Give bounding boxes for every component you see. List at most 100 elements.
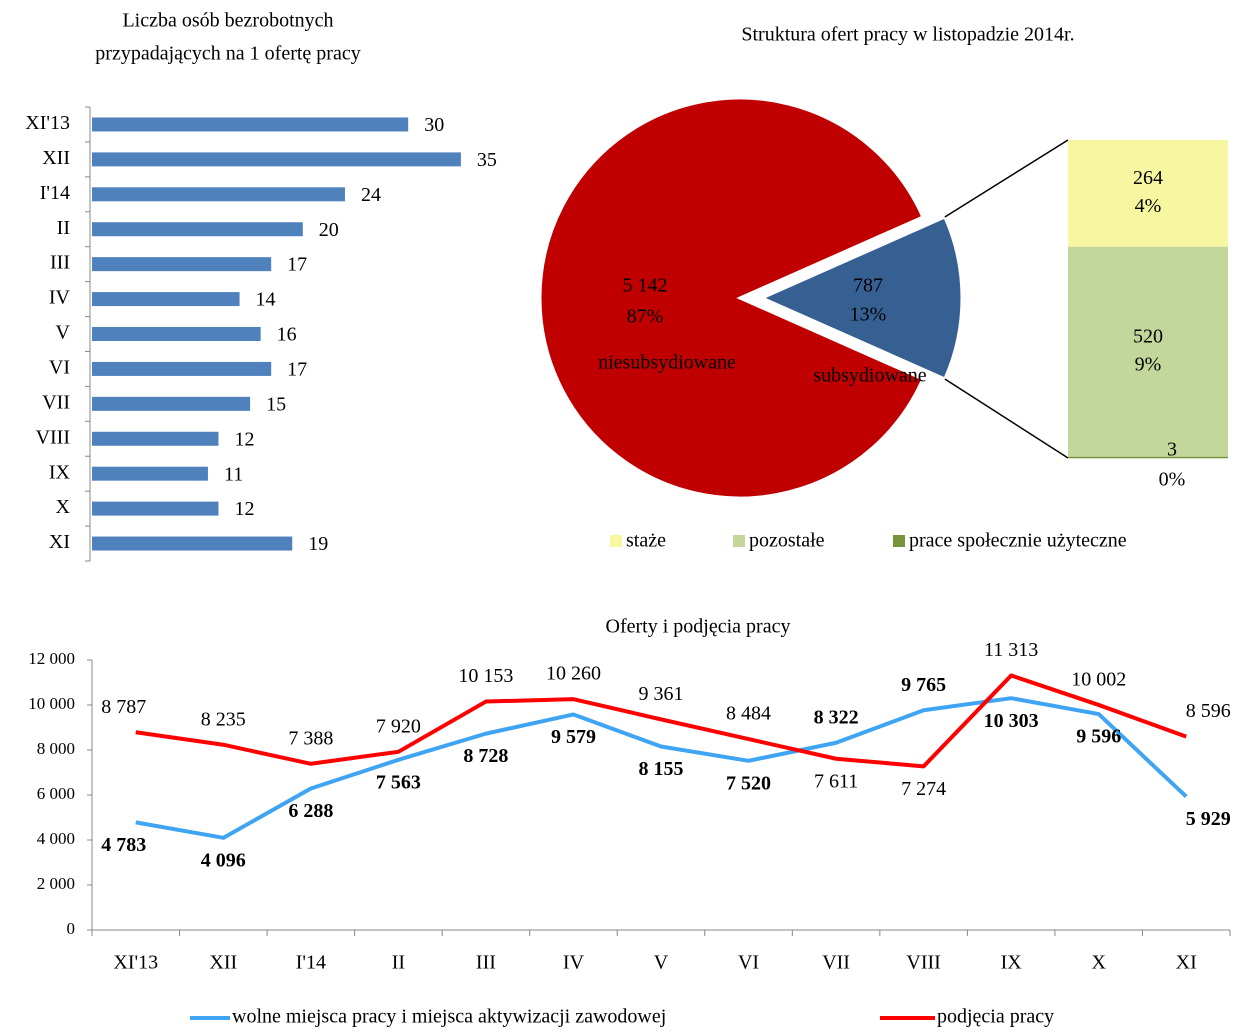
- line: [135, 673, 1187, 769]
- data-label: 4 783: [101, 834, 146, 856]
- legend-swatch: [733, 535, 745, 547]
- value-label: 17: [287, 359, 307, 381]
- data-label: 8 728: [463, 745, 508, 767]
- legend-label: pozostałe: [749, 530, 825, 552]
- bar: [92, 501, 219, 516]
- x-tick-label: III: [476, 952, 496, 974]
- value-label: 35: [477, 149, 497, 171]
- y-tick-label: 0: [67, 919, 76, 938]
- data-label: 7 274: [901, 778, 946, 800]
- y-tick-label: XII: [42, 147, 70, 169]
- value-label: 20: [319, 219, 339, 241]
- x-tick-label: VIII: [906, 952, 940, 974]
- y-tick-label: V: [56, 322, 71, 344]
- data-label: 7 611: [814, 770, 858, 792]
- y-tick-label: 8 000: [37, 739, 75, 758]
- bar: [92, 361, 272, 376]
- value-label: 15: [266, 393, 286, 415]
- value-label: 16: [277, 324, 297, 346]
- bar: [92, 117, 409, 132]
- x-tick-label: II: [392, 952, 405, 974]
- x-tick-label: IV: [563, 952, 585, 974]
- value-label: 24: [361, 184, 381, 206]
- legend-label: staże: [626, 530, 666, 552]
- x-tick-label: XI'13: [113, 952, 158, 974]
- value-label: 19: [308, 533, 328, 555]
- x-tick-label: XII: [209, 952, 237, 974]
- data-label: 7 388: [288, 727, 333, 749]
- data-label: 8 596: [1186, 700, 1231, 722]
- y-tick-label: 6 000: [37, 784, 75, 803]
- y-tick-label: XI'13: [25, 112, 70, 134]
- y-tick-label: II: [57, 217, 70, 239]
- value-label: 30: [424, 114, 444, 136]
- line: [135, 696, 1188, 840]
- pie-slice: [758, 215, 964, 381]
- data-label: 8 787: [101, 696, 146, 718]
- connector: [944, 378, 1069, 459]
- y-tick-label: IX: [49, 461, 71, 483]
- category-label: subsydiowane: [813, 365, 926, 387]
- x-tick-label: V: [654, 952, 669, 974]
- legend-label: wolne miejsca pracy i miejsca aktywizacj…: [232, 1006, 666, 1028]
- data-label: 10 002: [1071, 669, 1126, 691]
- y-tick-label: VII: [42, 391, 70, 413]
- percent-label: 4%: [1135, 195, 1162, 217]
- y-tick-label: 4 000: [37, 829, 75, 848]
- percent-label: 13%: [850, 304, 887, 326]
- x-tick-label: I'14: [296, 952, 326, 974]
- x-tick-label: VI: [738, 952, 759, 974]
- y-tick-label: X: [56, 496, 71, 518]
- data-label: 9 765: [901, 674, 946, 696]
- value-label: 3: [1167, 438, 1177, 460]
- y-tick-label: III: [50, 252, 70, 274]
- data-label: 9 579: [551, 726, 596, 748]
- bar-segment: [1068, 246, 1228, 457]
- percent-label: 9%: [1135, 353, 1162, 375]
- legend-swatch: [893, 535, 905, 547]
- category-label: niesubsydiowane: [598, 352, 736, 374]
- data-label: 10 153: [458, 665, 513, 687]
- bar: [92, 292, 240, 307]
- data-label: 11 313: [984, 639, 1038, 661]
- bar: [92, 466, 208, 481]
- value-label: 12: [234, 498, 254, 520]
- y-tick-label: 10 000: [28, 694, 75, 713]
- bar-segment: [1068, 456, 1228, 459]
- bar: [92, 152, 461, 167]
- bar: [92, 536, 293, 551]
- legend-label: podjęcia pracy: [937, 1006, 1054, 1028]
- chart-title: Liczba osób bezrobotnych: [122, 10, 333, 32]
- bar-segment: [1068, 140, 1228, 247]
- y-tick-label: 12 000: [28, 649, 75, 668]
- x-tick-label: XI: [1176, 952, 1197, 974]
- value-label: 12: [234, 428, 254, 450]
- data-label: 9 596: [1076, 726, 1121, 748]
- data-label: 4 096: [201, 849, 246, 871]
- value-label: 17: [287, 254, 307, 276]
- bar: [92, 327, 261, 341]
- x-tick-label: VII: [822, 952, 850, 974]
- legend-swatch: [610, 535, 622, 547]
- legend-label: prace społecznie użyteczne: [909, 530, 1127, 552]
- data-label: 8 235: [201, 708, 246, 730]
- value-label: 787: [853, 275, 883, 297]
- percent-label: 87%: [627, 306, 664, 328]
- data-label: 5 929: [1186, 808, 1231, 830]
- data-label: 7 520: [726, 772, 771, 794]
- y-tick-label: 2 000: [37, 874, 75, 893]
- bar: [92, 187, 345, 202]
- pie-slice: [538, 96, 925, 500]
- value-label: 5 142: [623, 275, 668, 297]
- data-label: 8 484: [726, 703, 771, 725]
- y-tick-label: XI: [49, 531, 70, 553]
- data-label: 8 322: [814, 706, 859, 728]
- data-label: 7 920: [376, 715, 421, 737]
- bar: [92, 396, 251, 411]
- value-label: 264: [1133, 167, 1163, 189]
- chart-title: Oferty i podjęcia pracy: [606, 616, 791, 638]
- data-label: 8 155: [639, 758, 684, 780]
- value-label: 14: [256, 289, 276, 311]
- y-tick-label: I'14: [40, 182, 70, 204]
